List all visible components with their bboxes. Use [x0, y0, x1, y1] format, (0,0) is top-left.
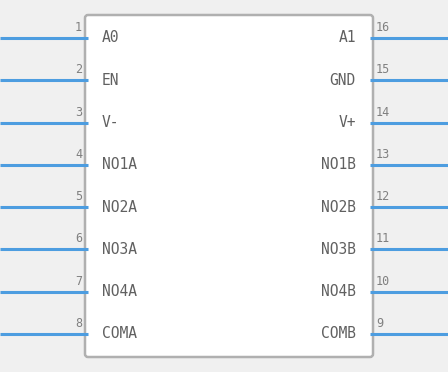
Text: 7: 7	[75, 275, 82, 288]
Text: COMA: COMA	[102, 327, 137, 341]
Text: 3: 3	[75, 106, 82, 119]
Text: NO1A: NO1A	[102, 157, 137, 172]
Text: 14: 14	[376, 106, 390, 119]
Text: V-: V-	[102, 115, 120, 130]
Text: NO3B: NO3B	[321, 242, 356, 257]
Text: NO1B: NO1B	[321, 157, 356, 172]
Text: GND: GND	[330, 73, 356, 88]
Text: V+: V+	[339, 115, 356, 130]
Text: 2: 2	[75, 63, 82, 76]
FancyBboxPatch shape	[85, 15, 373, 357]
Text: 5: 5	[75, 190, 82, 203]
Text: COMB: COMB	[321, 327, 356, 341]
Text: 8: 8	[75, 317, 82, 330]
Text: NO4B: NO4B	[321, 284, 356, 299]
Text: NO3A: NO3A	[102, 242, 137, 257]
Text: 1: 1	[75, 21, 82, 34]
Text: NO2A: NO2A	[102, 200, 137, 215]
Text: 13: 13	[376, 148, 390, 161]
Text: A0: A0	[102, 31, 120, 45]
Text: A1: A1	[339, 31, 356, 45]
Text: EN: EN	[102, 73, 120, 88]
Text: 16: 16	[376, 21, 390, 34]
Text: 9: 9	[376, 317, 383, 330]
Text: 10: 10	[376, 275, 390, 288]
Text: 15: 15	[376, 63, 390, 76]
Text: NO4A: NO4A	[102, 284, 137, 299]
Text: 6: 6	[75, 232, 82, 246]
Text: 12: 12	[376, 190, 390, 203]
Text: 11: 11	[376, 232, 390, 246]
Text: 4: 4	[75, 148, 82, 161]
Text: NO2B: NO2B	[321, 200, 356, 215]
